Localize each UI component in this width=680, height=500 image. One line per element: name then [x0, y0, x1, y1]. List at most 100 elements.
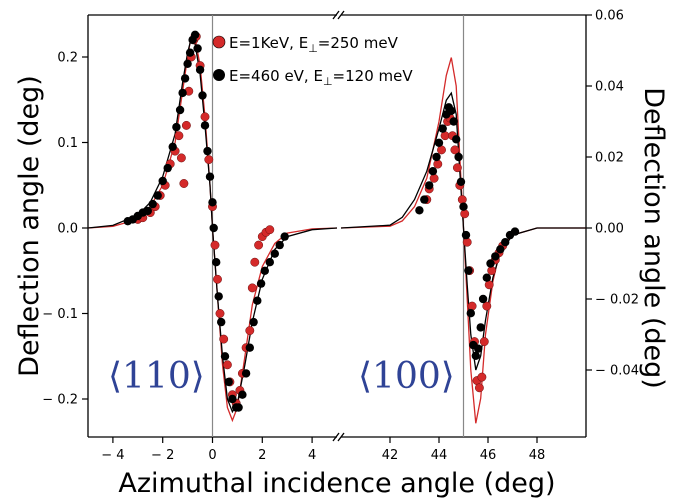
data-point	[203, 146, 212, 156]
data-point	[168, 142, 177, 151]
data-point	[425, 181, 434, 190]
data-point	[193, 44, 202, 53]
data-point	[449, 117, 458, 126]
data-point	[234, 403, 243, 412]
data-point	[461, 230, 471, 240]
data-point	[181, 120, 191, 130]
axis-break-mark	[332, 432, 340, 442]
legend-black-main: E=460 eV, E	[229, 67, 323, 85]
data-point	[208, 198, 217, 207]
x-tick-label: 0	[208, 448, 216, 463]
data-point	[198, 91, 207, 100]
data-point	[153, 191, 162, 200]
x-tick-label: 4	[308, 448, 316, 463]
y-tick-label: − 0.02	[595, 293, 639, 308]
data-point	[185, 48, 195, 57]
axis-break-mark	[332, 10, 340, 20]
data-points	[123, 30, 520, 412]
data-point	[478, 294, 488, 304]
data-point	[432, 152, 441, 162]
data-point	[143, 206, 152, 216]
data-point	[204, 155, 214, 165]
data-point	[213, 274, 222, 284]
data-point	[249, 317, 258, 327]
data-point	[241, 369, 251, 378]
data-point	[265, 258, 274, 267]
data-point	[250, 257, 260, 267]
y-tick-label: 0.00	[595, 222, 624, 237]
ticks: − 4 − 2 0 2 4 0.2 0.1 0.0 − 0.1 − 0.2 42 44 46 48 0.06…	[42, 9, 639, 464]
data-point	[219, 334, 229, 344]
legend-red-main: E=1KeV, E	[229, 34, 308, 52]
data-point	[254, 240, 264, 250]
data-point	[474, 344, 483, 353]
y-tick-label: 0.0	[57, 222, 78, 237]
data-point	[178, 88, 187, 98]
data-point	[486, 259, 495, 268]
data-point	[158, 176, 167, 186]
data-point	[450, 145, 460, 155]
y-tick-label: − 0.2	[42, 393, 78, 408]
y-tick-label: 0.2	[57, 51, 78, 66]
axis-break-mark	[337, 10, 345, 20]
data-point	[280, 232, 289, 241]
data-point	[510, 227, 520, 236]
data-point	[434, 138, 444, 147]
data-point	[496, 245, 505, 254]
data-point	[205, 172, 215, 181]
data-point	[253, 296, 262, 305]
data-point	[456, 177, 466, 186]
panel-label-100: ⟨100⟩	[358, 356, 455, 397]
legend: E=1KeV, E⊥=250 meV E=460 eV, E⊥=120 meV	[212, 34, 413, 88]
data-point	[180, 74, 190, 83]
axis-break-mark	[337, 432, 345, 442]
data-point	[464, 266, 473, 275]
data-point	[491, 252, 500, 261]
legend-marker-black	[213, 69, 225, 81]
legend-entry-black: E=460 eV, E⊥=120 meV	[229, 67, 413, 88]
data-point	[256, 279, 266, 288]
data-point	[210, 240, 220, 250]
data-point	[172, 122, 181, 132]
legend-marker-red	[212, 35, 226, 49]
x-axis-title: Azimuthal incidence angle (deg)	[118, 468, 555, 499]
data-point	[438, 124, 447, 133]
data-point	[429, 173, 439, 183]
data-point	[228, 394, 237, 404]
x-tick-label: − 2	[151, 448, 174, 463]
data-point	[270, 249, 279, 258]
data-point	[190, 30, 200, 39]
legend-red-sub: ⊥	[308, 42, 318, 55]
data-point	[471, 351, 480, 360]
data-point	[176, 153, 186, 163]
y-axis-title-right: Deflection angle (deg)	[638, 87, 669, 389]
y-tick-label: 0.02	[595, 151, 624, 166]
data-point	[482, 273, 491, 282]
data-point	[222, 360, 232, 370]
legend-black-rest: =120 meV	[333, 67, 414, 85]
data-point	[447, 106, 456, 116]
data-point	[245, 343, 254, 352]
x-tick-label: 44	[431, 448, 448, 463]
data-point	[467, 301, 477, 311]
data-point	[454, 152, 463, 162]
data-point	[457, 195, 467, 205]
x-tick-label: − 4	[101, 448, 124, 463]
data-point	[474, 383, 484, 393]
data-point	[260, 266, 269, 275]
data-point	[220, 352, 230, 361]
data-point	[212, 258, 221, 267]
data-point	[163, 163, 172, 173]
data-point	[275, 240, 284, 250]
data-point	[174, 131, 184, 141]
data-point	[462, 237, 472, 247]
data-point	[200, 112, 210, 122]
panel-label-110: ⟨110⟩	[108, 356, 205, 397]
data-point	[428, 167, 438, 176]
data-point	[477, 372, 487, 382]
data-point	[479, 337, 489, 347]
data-point	[217, 317, 226, 327]
data-point	[459, 202, 468, 211]
y-tick-label: − 0.1	[42, 307, 78, 322]
